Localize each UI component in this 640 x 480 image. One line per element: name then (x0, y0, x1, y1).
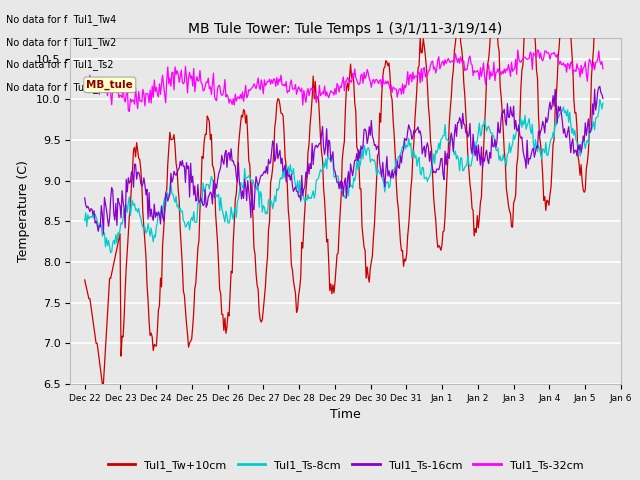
Text: MB_tule: MB_tule (86, 80, 133, 90)
Legend: Tul1_Tw+10cm, Tul1_Ts-8cm, Tul1_Ts-16cm, Tul1_Ts-32cm: Tul1_Tw+10cm, Tul1_Ts-8cm, Tul1_Ts-16cm,… (103, 456, 588, 475)
Text: No data for f  Tul1_Ts5: No data for f Tul1_Ts5 (6, 82, 114, 93)
Text: No data for f  Tul1_Tw2: No data for f Tul1_Tw2 (6, 37, 116, 48)
Y-axis label: Temperature (C): Temperature (C) (17, 160, 31, 262)
Text: No data for f  Tul1_Tw4: No data for f Tul1_Tw4 (6, 14, 116, 25)
Title: MB Tule Tower: Tule Temps 1 (3/1/11-3/19/14): MB Tule Tower: Tule Temps 1 (3/1/11-3/19… (188, 22, 503, 36)
Text: No data for f  Tul1_Ts2: No data for f Tul1_Ts2 (6, 60, 114, 71)
X-axis label: Time: Time (330, 408, 361, 421)
